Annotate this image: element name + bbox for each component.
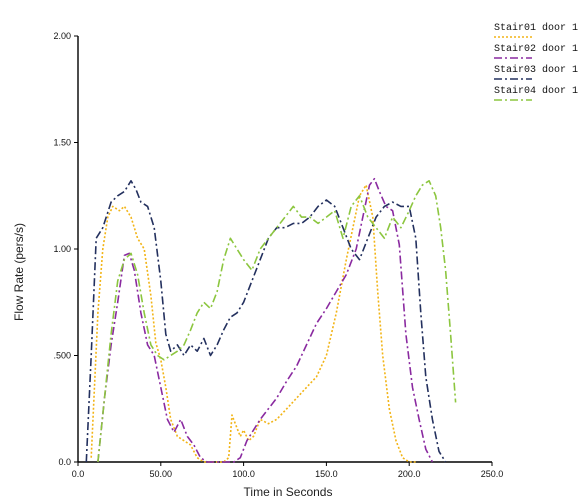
series-line-stair03 bbox=[85, 180, 447, 463]
y-tick-label: .500 bbox=[53, 351, 71, 361]
y-tick-label: 0.0 bbox=[58, 457, 71, 467]
x-tick-label: 200.0 bbox=[398, 469, 421, 479]
series-line-stair04 bbox=[97, 180, 457, 463]
x-axis-label: Time in Seconds bbox=[244, 485, 333, 499]
y-tick-label: 1.50 bbox=[53, 138, 71, 148]
y-tick-label: 1.00 bbox=[53, 244, 71, 254]
legend-label: Stair01 door 1 bbox=[494, 22, 578, 34]
legend-label: Stair04 door 1 bbox=[494, 85, 578, 97]
legend-label: Stair02 door 1 bbox=[494, 43, 578, 55]
legend-label: Stair03 door 1 bbox=[494, 64, 578, 76]
x-tick-label: 0.0 bbox=[72, 469, 85, 479]
series-line-stair02 bbox=[97, 177, 434, 463]
x-tick-label: 50.00 bbox=[150, 469, 173, 479]
x-tick-label: 150.0 bbox=[315, 469, 338, 479]
x-tick-label: 100.0 bbox=[232, 469, 255, 479]
y-axis-label: Flow Rate (pers/s) bbox=[12, 223, 26, 321]
x-tick-label: 250.0 bbox=[481, 469, 504, 479]
series-line-stair01 bbox=[90, 184, 416, 463]
y-tick-label: 2.00 bbox=[53, 31, 71, 41]
